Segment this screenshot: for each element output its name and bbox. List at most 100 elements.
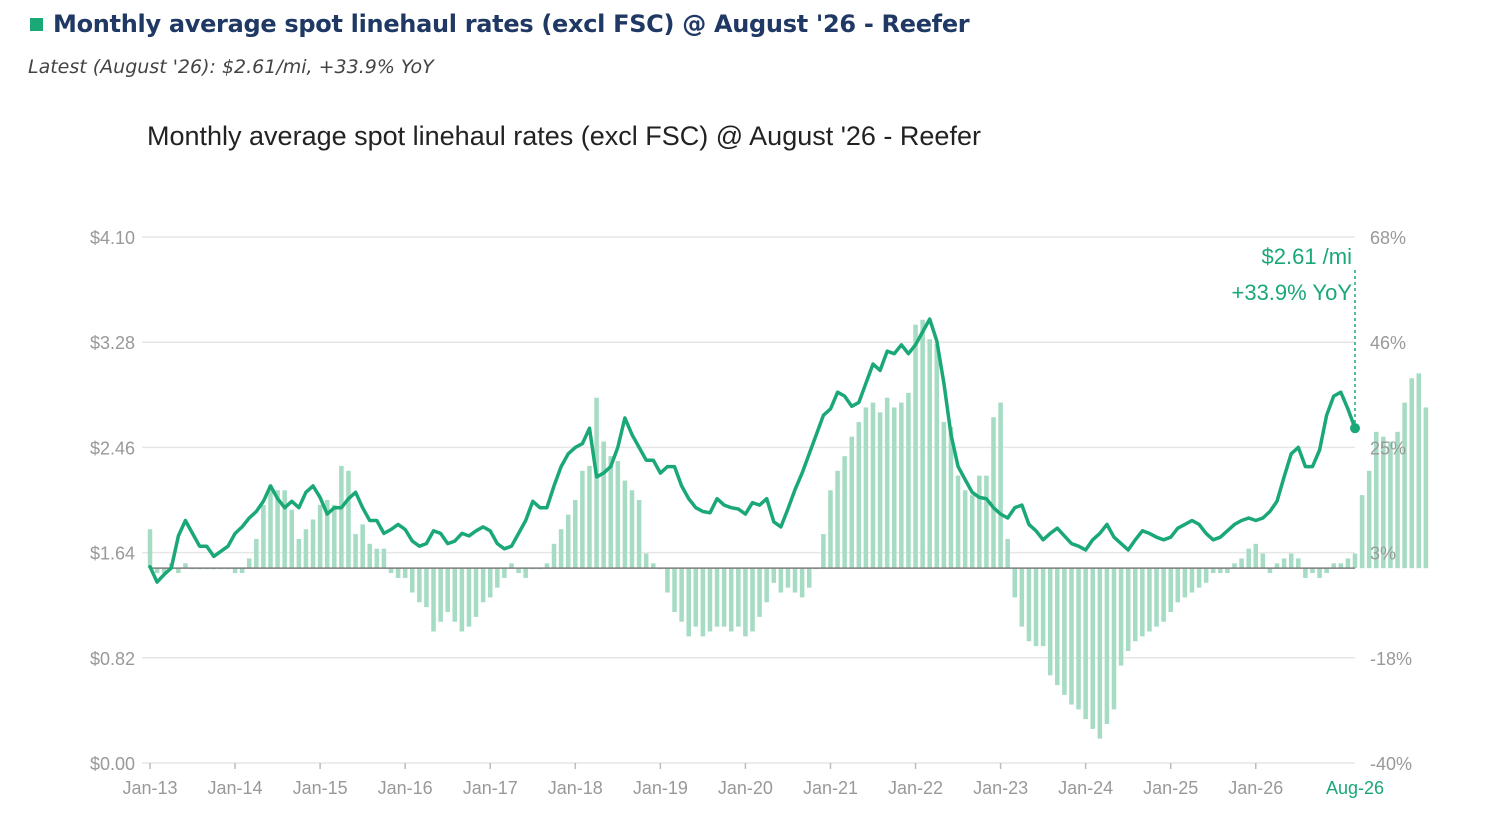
yoy-bar: [487, 568, 493, 598]
yoy-bar: [480, 568, 486, 603]
yoy-bar: [728, 568, 734, 632]
yoy-bar: [1338, 563, 1344, 569]
yoy-bar: [913, 324, 918, 569]
yoy-bar: [303, 529, 309, 569]
y-right-tick-label: 46%: [1370, 333, 1406, 353]
rate-line-layer: [148, 317, 1357, 584]
yoy-bar: [360, 524, 365, 569]
x-tick-label: Jan-22: [888, 778, 943, 798]
yoy-bar: [750, 568, 755, 632]
y-right-tick-label: 3%: [1370, 544, 1396, 564]
yoy-bar: [877, 412, 883, 569]
yoy-bar: [622, 480, 628, 569]
yoy-bar: [261, 504, 266, 569]
yoy-bar: [1175, 568, 1181, 603]
yoy-bar: [650, 563, 656, 569]
yoy-bar: [1296, 558, 1301, 569]
y-left-tick-label: $0.82: [90, 649, 135, 669]
yoy-bar: [693, 568, 699, 627]
yoy-bar: [1069, 568, 1074, 705]
yoy-bar: [268, 485, 273, 569]
yoy-bar: [672, 568, 677, 613]
yoy-bar: [1317, 568, 1322, 578]
yoy-bar: [1409, 378, 1414, 569]
yoy-bar: [743, 568, 748, 637]
yoy-bar: [849, 436, 855, 569]
title-marker-icon: [30, 17, 43, 31]
yoy-bar: [1147, 568, 1152, 632]
x-tick-label: Jan-24: [1058, 778, 1113, 798]
yoy-bar: [714, 568, 720, 627]
y-right-tick-label: 25%: [1370, 438, 1406, 458]
latest-annotation: $2.61 /mi +33.9% YoY: [1231, 244, 1360, 434]
x-tick-label: Jan-13: [122, 778, 177, 798]
yoy-bar: [1310, 568, 1315, 574]
yoy-bar: [721, 568, 727, 627]
yoy-bar: [636, 500, 642, 569]
yoy-bar: [1062, 568, 1067, 695]
yoy-bar: [1182, 568, 1188, 598]
yoy-bar: [1019, 568, 1025, 627]
yoy-bar: [764, 568, 769, 603]
yoy-bar: [1381, 436, 1386, 569]
yoy-bar: [842, 456, 847, 569]
yoy-bar: [580, 470, 585, 569]
yoy-bar: [1281, 558, 1287, 569]
yoy-bar: [1303, 568, 1308, 578]
yoy-bar: [232, 568, 238, 574]
x-tick-label: Jan-21: [803, 778, 858, 798]
yoy-bar: [367, 543, 373, 569]
yoy-bar: [332, 504, 337, 569]
yoy-bar: [473, 568, 479, 617]
yoy-bar: [161, 568, 167, 574]
yoy-bar: [1232, 563, 1237, 569]
yoy-bar: [686, 568, 691, 637]
y-left-tick-label: $4.10: [90, 228, 135, 248]
yoy-bar: [424, 568, 429, 608]
yoy-bar: [565, 514, 571, 569]
yoy-bar: [1345, 558, 1351, 569]
chart-title: Monthly average spot linehaul rates (exc…: [147, 121, 981, 151]
x-tick-label: Jan-15: [293, 778, 348, 798]
yoy-bar: [346, 470, 351, 569]
yoy-bar: [459, 568, 465, 632]
yoy-bar: [254, 538, 259, 569]
yoy-bar: [587, 465, 592, 569]
yoy-bar: [239, 568, 245, 574]
yoy-bar: [920, 319, 925, 569]
yoy-bar: [665, 568, 670, 593]
yoy-bar: [1090, 568, 1096, 729]
yoy-bar: [275, 490, 280, 569]
yoy-bar: [870, 402, 876, 569]
yoy-bar: [998, 402, 1003, 569]
yoy-bar: [615, 461, 621, 569]
yoy-bar: [1047, 568, 1053, 676]
yoy-bar: [906, 392, 911, 569]
yoy-bar: [934, 344, 940, 569]
yoy-bar: [1253, 543, 1259, 569]
yoy-bar: [381, 548, 387, 569]
page-header: Monthly average spot linehaul rates (exc…: [30, 10, 970, 38]
axes: $4.10 68% $3.28 46% $2.46 25% $1.64 3% $0.82 -18%…: [90, 228, 1412, 798]
yoy-bar: [1055, 568, 1060, 686]
yoy-bar: [1040, 568, 1046, 647]
yoy-bar: [1416, 373, 1422, 569]
yoy-bar: [1239, 558, 1244, 569]
yoy-bar: [1168, 568, 1173, 613]
x-tick-label: Jan-19: [633, 778, 688, 798]
yoy-bar: [991, 417, 996, 569]
yoy-bar: [821, 534, 826, 569]
yoy-bar: [1246, 548, 1251, 569]
yoy-bar: [388, 568, 394, 574]
yoy-bar: [431, 568, 436, 632]
yoy-bar: [977, 475, 982, 569]
yoy-bar: [1189, 568, 1195, 593]
yoy-bar: [601, 441, 606, 569]
yoy-bar: [1366, 470, 1372, 569]
yoy-bar: [1097, 568, 1103, 739]
yoy-bar: [1402, 402, 1407, 569]
yoy-bar: [1388, 441, 1393, 569]
yoy-bar: [1331, 563, 1337, 569]
yoy-bar: [509, 563, 514, 569]
